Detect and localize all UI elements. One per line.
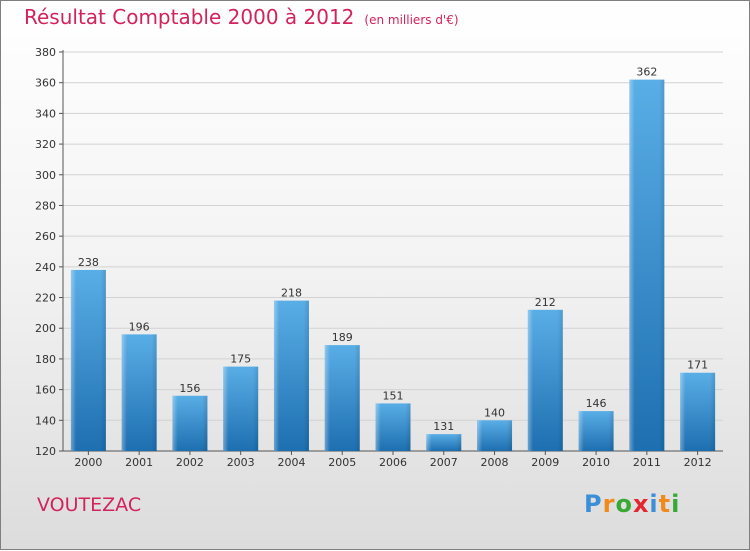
logo-letter: o — [615, 490, 633, 518]
logo-letter: r — [602, 490, 616, 518]
bar-shade — [375, 403, 411, 451]
x-tick-label: 2006 — [379, 456, 407, 469]
value-label-2002: 156 — [179, 382, 200, 395]
x-tick-label: 2002 — [176, 456, 204, 469]
value-label-2010: 146 — [586, 397, 607, 410]
x-tick-label: 2007 — [430, 456, 458, 469]
value-label-2004: 218 — [281, 287, 302, 300]
value-label-2011: 362 — [636, 66, 657, 79]
value-label-2006: 151 — [383, 389, 404, 402]
y-tick-label: 320 — [35, 138, 56, 151]
bar-shade — [578, 411, 614, 451]
chart-subtitle: (en milliers d'€) — [364, 13, 459, 27]
y-tick-label: 140 — [35, 414, 56, 427]
x-tick-label: 2005 — [328, 456, 356, 469]
logo-letter: i — [671, 490, 681, 518]
chart-title: Résultat Comptable 2000 à 2012 — [24, 5, 355, 29]
bar-shade — [680, 372, 716, 451]
x-tick-label: 2012 — [684, 456, 712, 469]
bar-shade — [527, 309, 563, 451]
x-tick-label: 2001 — [125, 456, 153, 469]
y-tick-label: 380 — [35, 46, 56, 59]
x-tick-label: 2003 — [227, 456, 255, 469]
bar-shade — [121, 334, 157, 451]
y-tick-label: 220 — [35, 292, 56, 305]
place-name: VOUTEZAC — [37, 494, 142, 516]
x-tick-label: 2011 — [633, 456, 661, 469]
x-tick-label: 2000 — [74, 456, 102, 469]
value-label-2000: 238 — [78, 256, 99, 269]
value-label-2005: 189 — [332, 331, 353, 344]
y-tick-label: 280 — [35, 199, 56, 212]
logo-letter: i — [649, 490, 659, 518]
y-tick-label: 240 — [35, 261, 56, 274]
y-tick-label: 120 — [35, 445, 56, 458]
y-tick-label: 360 — [35, 77, 56, 90]
title-line: Résultat Comptable 2000 à 2012 (en millie… — [24, 5, 459, 29]
y-tick-label: 260 — [35, 230, 56, 243]
bar-shade — [324, 345, 360, 451]
x-tick-label: 2009 — [531, 456, 559, 469]
label-layer: 238 196 156 175 218 189 151 131 140 212 146 362 171 — [78, 66, 708, 433]
y-tick-label: 300 — [35, 169, 56, 182]
logo-letter: t — [658, 490, 672, 518]
value-label-2003: 175 — [230, 353, 251, 366]
y-tick-label: 200 — [35, 322, 56, 335]
bar-shade — [477, 420, 513, 451]
grid-layer — [63, 51, 723, 421]
bar-shade — [70, 269, 106, 451]
y-tick-label: 160 — [35, 384, 56, 397]
bar-shade — [223, 366, 259, 451]
bar-layer — [70, 79, 716, 451]
value-label-2012: 171 — [687, 359, 708, 372]
value-label-2008: 140 — [484, 406, 505, 419]
proxiti-logo: Proxiti — [584, 490, 680, 518]
bar-shade — [273, 300, 309, 451]
bar-shade — [172, 395, 208, 451]
logo-letter: x — [632, 490, 650, 518]
value-label-2001: 196 — [129, 320, 150, 333]
logo-letter: P — [584, 490, 603, 518]
value-label-2007: 131 — [433, 420, 454, 433]
bar-shade — [629, 79, 665, 451]
bar-shade — [426, 434, 462, 451]
y-tick-label: 180 — [35, 353, 56, 366]
x-tick-label: 2004 — [277, 456, 305, 469]
x-tick-label: 2010 — [582, 456, 610, 469]
value-label-2009: 212 — [535, 296, 556, 309]
x-tick-label: 2008 — [481, 456, 509, 469]
y-tick-label: 340 — [35, 107, 56, 120]
